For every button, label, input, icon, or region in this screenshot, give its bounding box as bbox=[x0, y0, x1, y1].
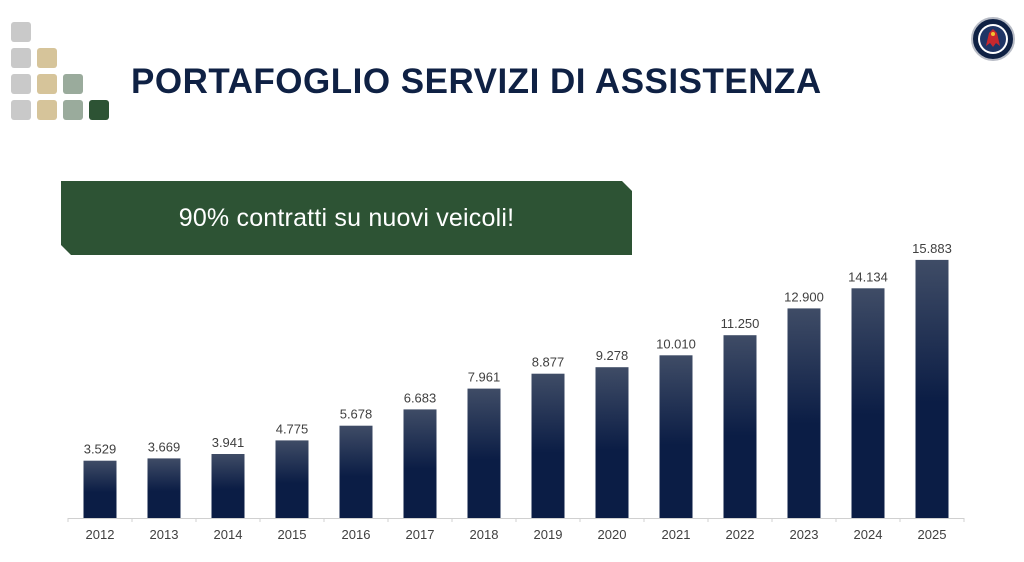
x-tick-label-2015: 2015 bbox=[278, 527, 307, 542]
x-tick-label-2020: 2020 bbox=[598, 527, 627, 542]
data-label-2018: 7.961 bbox=[468, 370, 501, 385]
data-label-2021: 10.010 bbox=[656, 336, 696, 351]
x-tick-label-2021: 2021 bbox=[662, 527, 691, 542]
logo-square bbox=[37, 100, 57, 120]
logo-square bbox=[63, 74, 83, 94]
x-tick-label-2016: 2016 bbox=[342, 527, 371, 542]
bar-2016 bbox=[339, 425, 373, 518]
data-label-2024: 14.134 bbox=[848, 269, 888, 284]
logo-square bbox=[11, 48, 31, 68]
data-label-2017: 6.683 bbox=[404, 390, 437, 405]
x-tick-label-2012: 2012 bbox=[86, 527, 115, 542]
x-tick-label-2022: 2022 bbox=[726, 527, 755, 542]
bar-2020 bbox=[595, 367, 629, 518]
bar-2018 bbox=[467, 388, 501, 518]
data-label-2023: 12.900 bbox=[784, 289, 824, 304]
bar-2015 bbox=[275, 440, 309, 518]
x-tick-label-2018: 2018 bbox=[470, 527, 499, 542]
bar-2021 bbox=[659, 355, 693, 518]
page-title: PORTAFOGLIO SERVIZI DI ASSISTENZA bbox=[131, 62, 822, 101]
logo-square bbox=[37, 48, 57, 68]
logo-square bbox=[11, 74, 31, 94]
banner-text: 90% contratti su nuovi veicoli! bbox=[178, 203, 515, 232]
highlight-banner: 90% contratti su nuovi veicoli! bbox=[61, 181, 632, 255]
bar-2024 bbox=[851, 288, 885, 518]
griffin-emblem-icon bbox=[970, 16, 1016, 62]
data-label-2014: 3.941 bbox=[212, 435, 245, 450]
data-label-2015: 4.775 bbox=[276, 421, 309, 436]
bar-2013 bbox=[147, 458, 181, 518]
x-tick-label-2013: 2013 bbox=[150, 527, 179, 542]
bar-2014 bbox=[211, 454, 245, 518]
bar-2023 bbox=[787, 308, 821, 518]
bar-2012 bbox=[83, 460, 117, 518]
square-mosaic-logo-icon bbox=[11, 22, 111, 122]
data-label-2022: 11.250 bbox=[721, 316, 760, 331]
bar-2019 bbox=[531, 373, 565, 518]
x-tick-label-2024: 2024 bbox=[854, 527, 883, 542]
data-label-2019: 8.877 bbox=[532, 355, 565, 370]
logo-square bbox=[11, 22, 31, 42]
bar-2017 bbox=[403, 409, 437, 518]
data-label-2016: 5.678 bbox=[340, 407, 373, 422]
x-tick-label-2023: 2023 bbox=[790, 527, 819, 542]
x-tick-label-2025: 2025 bbox=[918, 527, 947, 542]
x-tick-label-2014: 2014 bbox=[214, 527, 243, 542]
x-tick-label-2017: 2017 bbox=[406, 527, 435, 542]
bar-2022 bbox=[723, 335, 757, 518]
x-tick-label-2019: 2019 bbox=[534, 527, 563, 542]
data-label-2020: 9.278 bbox=[596, 348, 629, 363]
logo-square bbox=[37, 74, 57, 94]
data-label-2012: 3.529 bbox=[84, 442, 117, 457]
bar-2025 bbox=[915, 259, 949, 518]
logo-square bbox=[89, 100, 109, 120]
logo-square bbox=[11, 100, 31, 120]
logo-square bbox=[63, 100, 83, 120]
data-label-2013: 3.669 bbox=[148, 439, 181, 454]
data-label-2025: 15.883 bbox=[912, 241, 952, 256]
